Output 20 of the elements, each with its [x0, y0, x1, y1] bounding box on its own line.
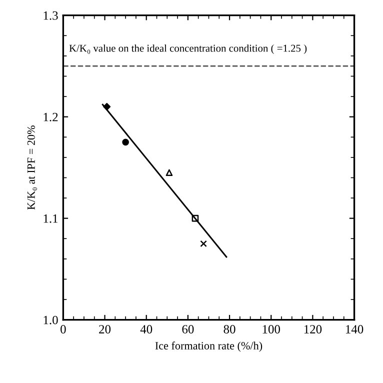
- y-tick-label: 1.3: [44, 11, 58, 20]
- x-tick-label: 40: [140, 325, 152, 334]
- x-tick-label: 60: [182, 325, 194, 334]
- x-tick-label: 20: [99, 325, 111, 334]
- point: [192, 214, 199, 222]
- y-tick-label: 1.1: [44, 214, 58, 223]
- point: [166, 169, 173, 176]
- x-axis-title: Ice formation rate (%/h): [155, 342, 262, 352]
- point: [200, 240, 207, 248]
- x-tick-label: 120: [304, 325, 322, 334]
- point: [103, 102, 111, 110]
- x-tick-label: 80: [224, 325, 236, 334]
- y-axis-title: K/K₀ at IPF = 20%: [27, 126, 38, 210]
- x-tick-label: 140: [346, 325, 364, 334]
- x-tick-label: 0: [60, 325, 66, 334]
- y-tick-label: 1.0: [44, 316, 58, 324]
- ref-line-label: K/K₀ value on the ideal concentration condition ( =1.25 ): [69, 44, 307, 54]
- y-tick-label: 1.2: [44, 112, 58, 122]
- x-tick-label: 100: [262, 325, 280, 334]
- point: [122, 138, 129, 146]
